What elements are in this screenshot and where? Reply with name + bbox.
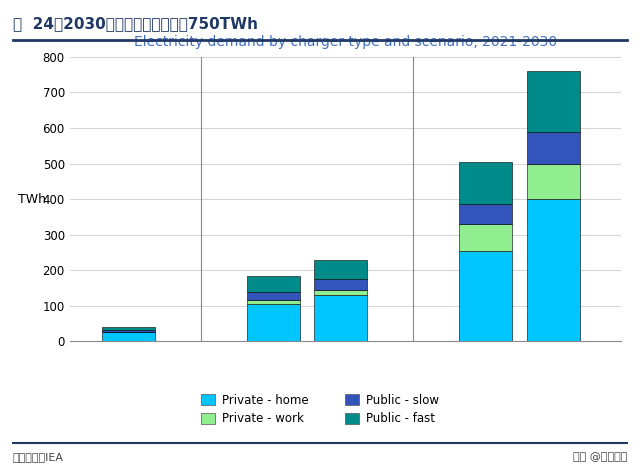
- Bar: [459, 204, 512, 224]
- Legend: Private - home, Private - work, Public - slow, Public - fast: Private - home, Private - work, Public -…: [196, 389, 444, 430]
- Text: 数据来源：IEA: 数据来源：IEA: [13, 452, 64, 462]
- Bar: [459, 162, 512, 204]
- Bar: [314, 290, 367, 295]
- Bar: [459, 251, 512, 341]
- Bar: [102, 330, 155, 332]
- Bar: [527, 164, 580, 199]
- Bar: [246, 275, 300, 292]
- Bar: [102, 332, 155, 341]
- Bar: [246, 292, 300, 301]
- Bar: [527, 131, 580, 164]
- Bar: [459, 224, 512, 251]
- Text: 头条 @未来智库: 头条 @未来智库: [573, 452, 627, 462]
- Bar: [527, 199, 580, 341]
- Bar: [246, 301, 300, 304]
- Bar: [314, 279, 367, 290]
- Bar: [246, 304, 300, 341]
- Bar: [527, 71, 580, 132]
- Title: Electricity demand by charger type and scenario, 2021-2030: Electricity demand by charger type and s…: [134, 35, 557, 49]
- Bar: [314, 295, 367, 341]
- Y-axis label: TWh: TWh: [18, 192, 46, 206]
- Bar: [314, 260, 367, 279]
- Text: 图  24：2030年充电电力需求或超750TWh: 图 24：2030年充电电力需求或超750TWh: [13, 17, 258, 32]
- Bar: [102, 327, 155, 330]
